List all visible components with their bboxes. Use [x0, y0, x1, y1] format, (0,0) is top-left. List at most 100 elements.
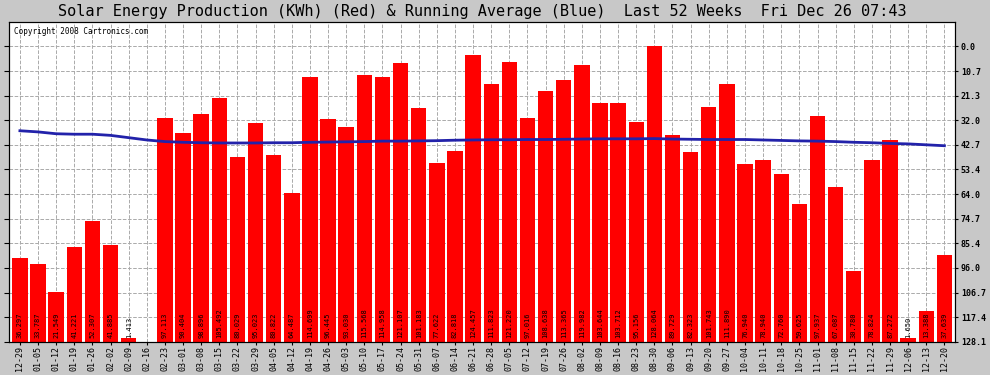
Text: 30.780: 30.780	[850, 313, 856, 338]
Bar	[465, 55, 481, 342]
Bar	[919, 311, 934, 342]
Text: 101.183: 101.183	[416, 309, 422, 338]
Text: 78.824: 78.824	[869, 313, 875, 338]
Bar	[157, 118, 172, 342]
Text: Copyright 2008 Cartronics.com: Copyright 2008 Cartronics.com	[14, 27, 148, 36]
Text: 52.307: 52.307	[89, 313, 95, 338]
Bar	[592, 103, 608, 342]
Text: 41.885: 41.885	[108, 313, 114, 338]
Bar	[882, 141, 898, 342]
Bar	[193, 114, 209, 342]
Bar	[901, 338, 916, 342]
Bar	[502, 62, 517, 342]
Text: 41.221: 41.221	[71, 313, 77, 338]
Text: 87.272: 87.272	[887, 313, 893, 338]
Text: 111.823: 111.823	[488, 309, 494, 338]
Text: 21.549: 21.549	[53, 313, 59, 338]
Text: 67.087: 67.087	[833, 313, 839, 338]
Text: 105.492: 105.492	[216, 309, 223, 338]
Bar	[574, 65, 590, 342]
Text: 96.445: 96.445	[325, 313, 331, 338]
Bar	[773, 174, 789, 342]
Bar	[665, 135, 680, 342]
Text: 114.699: 114.699	[307, 309, 313, 338]
Text: 82.323: 82.323	[688, 313, 694, 338]
Text: 119.982: 119.982	[579, 309, 585, 338]
Text: 1.413: 1.413	[126, 317, 132, 338]
Bar	[683, 152, 698, 342]
Bar	[266, 155, 281, 342]
Text: 121.107: 121.107	[398, 309, 404, 338]
Bar	[411, 108, 427, 342]
Text: 103.712: 103.712	[615, 309, 621, 338]
Bar	[121, 338, 137, 342]
Bar	[175, 133, 191, 342]
Bar	[85, 221, 100, 342]
Bar	[321, 119, 336, 342]
Bar	[248, 123, 263, 342]
Bar	[66, 247, 82, 342]
Text: 1.650: 1.650	[905, 317, 911, 338]
Text: 76.940: 76.940	[742, 313, 748, 338]
Text: 37.639: 37.639	[941, 313, 947, 338]
Bar	[629, 122, 644, 342]
Bar	[810, 116, 826, 342]
Text: 128.064: 128.064	[651, 309, 657, 338]
Text: 101.743: 101.743	[706, 309, 712, 338]
Text: 97.016: 97.016	[525, 313, 531, 338]
Bar	[393, 63, 408, 342]
Bar	[375, 76, 390, 342]
Bar	[611, 103, 626, 342]
Bar	[447, 151, 462, 342]
Bar	[302, 77, 318, 342]
Text: 108.638: 108.638	[543, 309, 548, 338]
Bar	[864, 160, 879, 342]
Text: 95.156: 95.156	[634, 313, 640, 338]
Text: 97.937: 97.937	[815, 313, 821, 338]
Bar	[719, 84, 735, 342]
Bar	[429, 163, 445, 342]
Text: 93.030: 93.030	[344, 313, 349, 338]
Bar	[538, 91, 553, 342]
Bar	[556, 80, 571, 342]
Text: 103.644: 103.644	[597, 309, 603, 338]
Text: 124.457: 124.457	[470, 309, 476, 338]
Bar	[646, 46, 662, 342]
Text: 80.822: 80.822	[270, 313, 276, 338]
Text: 33.787: 33.787	[35, 313, 41, 338]
Text: 64.487: 64.487	[289, 313, 295, 338]
Bar	[230, 157, 246, 342]
Bar	[701, 107, 717, 342]
Text: 36.297: 36.297	[17, 313, 23, 338]
Bar	[339, 127, 353, 342]
Bar	[12, 258, 28, 342]
Bar	[284, 193, 300, 342]
Text: 80.029: 80.029	[235, 313, 241, 338]
Text: 82.818: 82.818	[452, 313, 458, 338]
Bar	[212, 99, 227, 342]
Text: 121.220: 121.220	[506, 309, 513, 338]
Bar	[49, 292, 64, 342]
Bar	[792, 204, 807, 342]
Text: 97.113: 97.113	[162, 313, 168, 338]
Bar	[520, 118, 536, 342]
Bar	[738, 164, 752, 342]
Bar	[103, 245, 118, 342]
Bar	[937, 255, 952, 342]
Text: 59.625: 59.625	[796, 313, 802, 338]
Text: 78.940: 78.940	[760, 313, 766, 338]
Bar	[31, 264, 46, 342]
Bar	[356, 75, 372, 342]
Text: 114.958: 114.958	[379, 309, 385, 338]
Text: 115.568: 115.568	[361, 309, 367, 338]
Text: 77.622: 77.622	[434, 313, 440, 338]
Text: 89.729: 89.729	[669, 313, 675, 338]
Title: Solar Energy Production (KWh) (Red) & Running Average (Blue)  Last 52 Weeks  Fri: Solar Energy Production (KWh) (Red) & Ru…	[57, 4, 907, 19]
Text: 95.023: 95.023	[252, 313, 258, 338]
Bar	[828, 187, 843, 342]
Text: 111.890: 111.890	[724, 309, 730, 338]
Text: 90.404: 90.404	[180, 313, 186, 338]
Text: 72.760: 72.760	[778, 313, 784, 338]
Bar	[483, 84, 499, 342]
Text: 98.896: 98.896	[198, 313, 204, 338]
